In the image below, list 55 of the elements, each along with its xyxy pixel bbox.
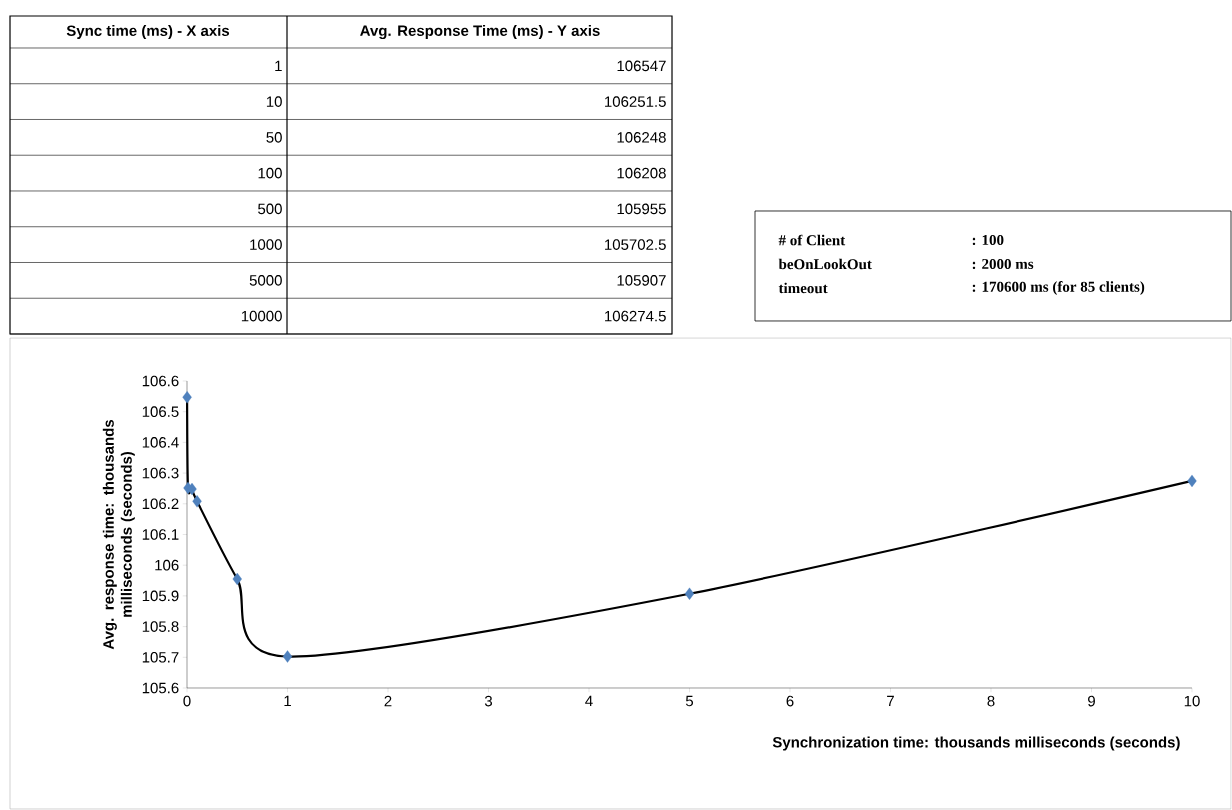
x-tick-label: 9 bbox=[1088, 695, 1095, 707]
point bbox=[282, 650, 293, 663]
y-tick-label: 106.6 bbox=[142, 375, 179, 387]
point bbox=[1187, 474, 1197, 488]
text: 106274.5 bbox=[605, 310, 666, 322]
y-tick-label: 106.2 bbox=[142, 498, 179, 510]
y-tick-label: 106.4 bbox=[142, 437, 179, 448]
text: 10000 bbox=[241, 310, 282, 322]
x-tick-label: 0 bbox=[183, 695, 191, 707]
text: 1 bbox=[275, 60, 282, 72]
x-axis-title: Synchronization time: thousands milliseconds (seconds) bbox=[772, 736, 1180, 751]
x-tick-label: 8 bbox=[987, 695, 995, 707]
text: 500 bbox=[258, 203, 282, 215]
point bbox=[187, 482, 197, 496]
text: Avg. Response Time (ms) - Y axis bbox=[360, 24, 600, 40]
text: 105907 bbox=[617, 275, 666, 286]
y-tick-label: 105.6 bbox=[142, 682, 179, 694]
text: 5000 bbox=[249, 275, 282, 286]
x-tick-label: 1 bbox=[284, 695, 291, 707]
y-tick-label: 105.9 bbox=[142, 590, 179, 602]
text: 106248 bbox=[617, 132, 666, 143]
x-tick-label: 10 bbox=[1184, 695, 1200, 707]
text: 105955 bbox=[617, 203, 666, 215]
text: 106547 bbox=[617, 60, 666, 72]
x-tick-label: 7 bbox=[887, 695, 894, 707]
y-axis-title: Avg. response time: thousands milliseconds (seconds) bbox=[102, 419, 135, 650]
text: 1000 bbox=[250, 239, 282, 250]
y-tick-label: 105.8 bbox=[142, 621, 179, 632]
x-tick-label: 4 bbox=[585, 695, 593, 707]
y-tick-label: 105.7 bbox=[142, 651, 179, 663]
text: timeout bbox=[778, 282, 828, 294]
text: 100 bbox=[258, 167, 282, 179]
text: : 100 bbox=[972, 234, 1004, 246]
y-tick-label: 106.5 bbox=[142, 406, 179, 417]
x-tick-label: 5 bbox=[685, 695, 694, 707]
text: 50 bbox=[266, 132, 282, 143]
text: 106251.5 bbox=[605, 96, 666, 107]
text: # of Client bbox=[778, 234, 846, 246]
point bbox=[192, 495, 202, 508]
y-tick-label: 106.1 bbox=[142, 529, 179, 540]
text: 10 bbox=[266, 96, 282, 107]
y-tick-label: 106.3 bbox=[142, 467, 179, 479]
text: beOnLookOut bbox=[778, 258, 872, 270]
text: : 170600 ms (for 85 clients) bbox=[972, 281, 1145, 295]
point bbox=[684, 587, 695, 600]
x-tick-label: 2 bbox=[384, 695, 392, 707]
x-tick-label: 3 bbox=[484, 695, 493, 707]
text: 106208 bbox=[617, 167, 666, 179]
y-tick-label: 106 bbox=[155, 559, 179, 571]
text: Sync time (ms) - X axis bbox=[66, 24, 230, 39]
x-tick-label: 6 bbox=[786, 695, 794, 707]
point bbox=[182, 391, 192, 404]
point bbox=[232, 572, 242, 586]
text: 105702.5 bbox=[605, 239, 666, 250]
text: : 2000 ms bbox=[972, 258, 1034, 270]
